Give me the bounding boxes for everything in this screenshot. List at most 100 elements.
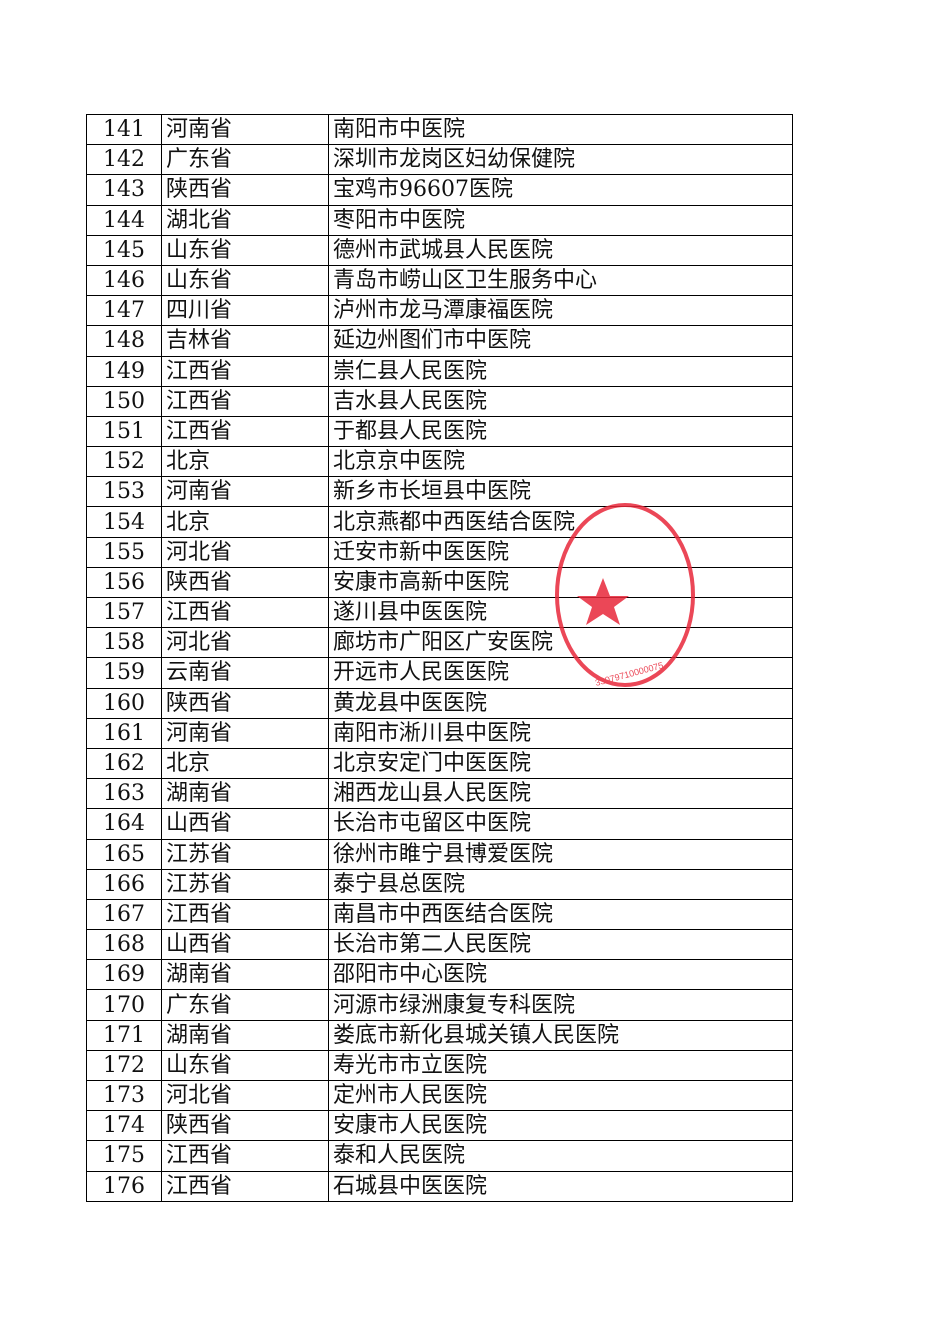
row-number: 143 — [86, 174, 162, 206]
row-number: 141 — [86, 113, 162, 146]
province-cell: 河北省 — [161, 536, 329, 568]
table-row: 144 湖北省 枣阳市中医院 — [86, 204, 793, 236]
row-number: 146 — [86, 264, 162, 297]
row-number: 157 — [86, 596, 162, 629]
row-number: 148 — [86, 325, 162, 357]
table-row: 153 河南省 新乡市长垣县中医院 — [86, 476, 793, 508]
province-cell: 山东省 — [161, 234, 329, 266]
table-row: 163 湖南省 湘西龙山县人民医院 — [86, 778, 793, 810]
province-cell: 山东省 — [161, 264, 329, 297]
hospital-name-cell: 长治市第二人民医院 — [328, 929, 793, 961]
province-cell: 山东省 — [161, 1049, 329, 1082]
hospital-name-cell: 宝鸡市96607医院 — [328, 174, 793, 206]
hospital-name-cell: 北京燕都中西医结合医院 — [328, 506, 793, 538]
hospital-name-cell: 德州市武城县人民医院 — [328, 234, 793, 266]
province-cell: 湖南省 — [161, 778, 329, 810]
province-cell: 湖南省 — [161, 1019, 329, 1051]
table-row: 159 云南省 开远市人民医医院 — [86, 657, 793, 689]
hospital-name-cell: 南阳市淅川县中医院 — [328, 717, 793, 749]
row-number: 145 — [86, 234, 162, 266]
table-row: 156 陕西省 安康市高新中医院 — [86, 566, 793, 599]
row-number: 170 — [86, 989, 162, 1021]
hospital-name-cell: 吉水县人民医院 — [328, 385, 793, 417]
table-row: 154 北京 北京燕都中西医结合医院 — [86, 506, 793, 538]
hospital-name-cell: 新乡市长垣县中医院 — [328, 476, 793, 508]
province-cell: 江苏省 — [161, 838, 329, 870]
table-row: 143 陕西省 宝鸡市96607医院 — [86, 174, 793, 206]
table-row: 161 河南省 南阳市淅川县中医院 — [86, 717, 793, 749]
hospital-table: 141 河南省 南阳市中医院 142 广东省 深圳市龙岗区妇幼保健院 143 陕西省 宝鸡市96… — [86, 113, 793, 1202]
table-row: 141 河南省 南阳市中医院 — [86, 113, 793, 146]
table-row: 174 陕西省 安康市人民医院 — [86, 1110, 793, 1142]
table-row: 175 江西省 泰和人民医院 — [86, 1140, 793, 1172]
row-number: 152 — [86, 446, 162, 478]
hospital-name-cell: 迁安市新中医医院 — [328, 536, 793, 568]
province-cell: 湖北省 — [161, 204, 329, 236]
table-row: 167 江西省 南昌市中西医结合医院 — [86, 898, 793, 931]
table-row: 168 山西省 长治市第二人民医院 — [86, 929, 793, 961]
row-number: 166 — [86, 868, 162, 900]
hospital-name-cell: 南阳市中医院 — [328, 113, 793, 146]
table-row: 145 山东省 德州市武城县人民医院 — [86, 234, 793, 266]
hospital-name-cell: 徐州市睢宁县博爱医院 — [328, 838, 793, 870]
row-number: 175 — [86, 1140, 162, 1172]
hospital-name-cell: 南昌市中西医结合医院 — [328, 898, 793, 931]
province-cell: 江西省 — [161, 1140, 329, 1172]
province-cell: 河南省 — [161, 476, 329, 508]
row-number: 171 — [86, 1019, 162, 1051]
table-row: 160 陕西省 黄龙县中医医院 — [86, 687, 793, 719]
hospital-name-cell: 安康市人民医院 — [328, 1110, 793, 1142]
row-number: 174 — [86, 1110, 162, 1142]
province-cell: 吉林省 — [161, 325, 329, 357]
hospital-name-cell: 安康市高新中医院 — [328, 566, 793, 599]
table-row: 165 江苏省 徐州市睢宁县博爱医院 — [86, 838, 793, 870]
province-cell: 江苏省 — [161, 868, 329, 900]
province-cell: 广东省 — [161, 144, 329, 176]
hospital-name-cell: 邵阳市中心医院 — [328, 959, 793, 991]
province-cell: 云南省 — [161, 657, 329, 689]
table-row: 166 江苏省 泰宁县总医院 — [86, 868, 793, 900]
hospital-name-cell: 湘西龙山县人民医院 — [328, 778, 793, 810]
hospital-name-cell: 廊坊市广阳区广安医院 — [328, 627, 793, 659]
province-cell: 江西省 — [161, 385, 329, 417]
province-cell: 河北省 — [161, 627, 329, 659]
province-cell: 四川省 — [161, 295, 329, 327]
hospital-name-cell: 崇仁县人民医院 — [328, 355, 793, 387]
table-row: 149 江西省 崇仁县人民医院 — [86, 355, 793, 387]
row-number: 144 — [86, 204, 162, 236]
province-cell: 河南省 — [161, 113, 329, 146]
province-cell: 湖南省 — [161, 959, 329, 991]
row-number: 142 — [86, 144, 162, 176]
province-cell: 北京 — [161, 506, 329, 538]
row-number: 160 — [86, 687, 162, 719]
row-number: 147 — [86, 295, 162, 327]
table-row: 171 湖南省 娄底市新化县城关镇人民医院 — [86, 1019, 793, 1051]
hospital-name-cell: 石城县中医医院 — [328, 1170, 793, 1202]
province-cell: 陕西省 — [161, 566, 329, 599]
province-cell: 山西省 — [161, 929, 329, 961]
province-cell: 江西省 — [161, 415, 329, 448]
table-row: 164 山西省 长治市屯留区中医院 — [86, 808, 793, 840]
hospital-name-cell: 深圳市龙岗区妇幼保健院 — [328, 144, 793, 176]
hospital-name-cell: 寿光市市立医院 — [328, 1049, 793, 1082]
row-number: 169 — [86, 959, 162, 991]
row-number: 159 — [86, 657, 162, 689]
table-row: 172 山东省 寿光市市立医院 — [86, 1049, 793, 1082]
province-cell: 河南省 — [161, 717, 329, 749]
hospital-name-cell: 枣阳市中医院 — [328, 204, 793, 236]
table-row: 176 江西省 石城县中医医院 — [86, 1170, 793, 1202]
hospital-name-cell: 青岛市崂山区卫生服务中心 — [328, 264, 793, 297]
province-cell: 江西省 — [161, 898, 329, 931]
province-cell: 山西省 — [161, 808, 329, 840]
row-number: 161 — [86, 717, 162, 749]
table-row: 162 北京 北京安定门中医医院 — [86, 747, 793, 780]
table-row: 169 湖南省 邵阳市中心医院 — [86, 959, 793, 991]
table-row: 148 吉林省 延边州图们市中医院 — [86, 325, 793, 357]
row-number: 173 — [86, 1079, 162, 1112]
table-row: 170 广东省 河源市绿洲康复专科医院 — [86, 989, 793, 1021]
table-row: 173 河北省 定州市人民医院 — [86, 1079, 793, 1112]
row-number: 150 — [86, 385, 162, 417]
hospital-name-cell: 北京京中医院 — [328, 446, 793, 478]
table-row: 155 河北省 迁安市新中医医院 — [86, 536, 793, 568]
row-number: 153 — [86, 476, 162, 508]
